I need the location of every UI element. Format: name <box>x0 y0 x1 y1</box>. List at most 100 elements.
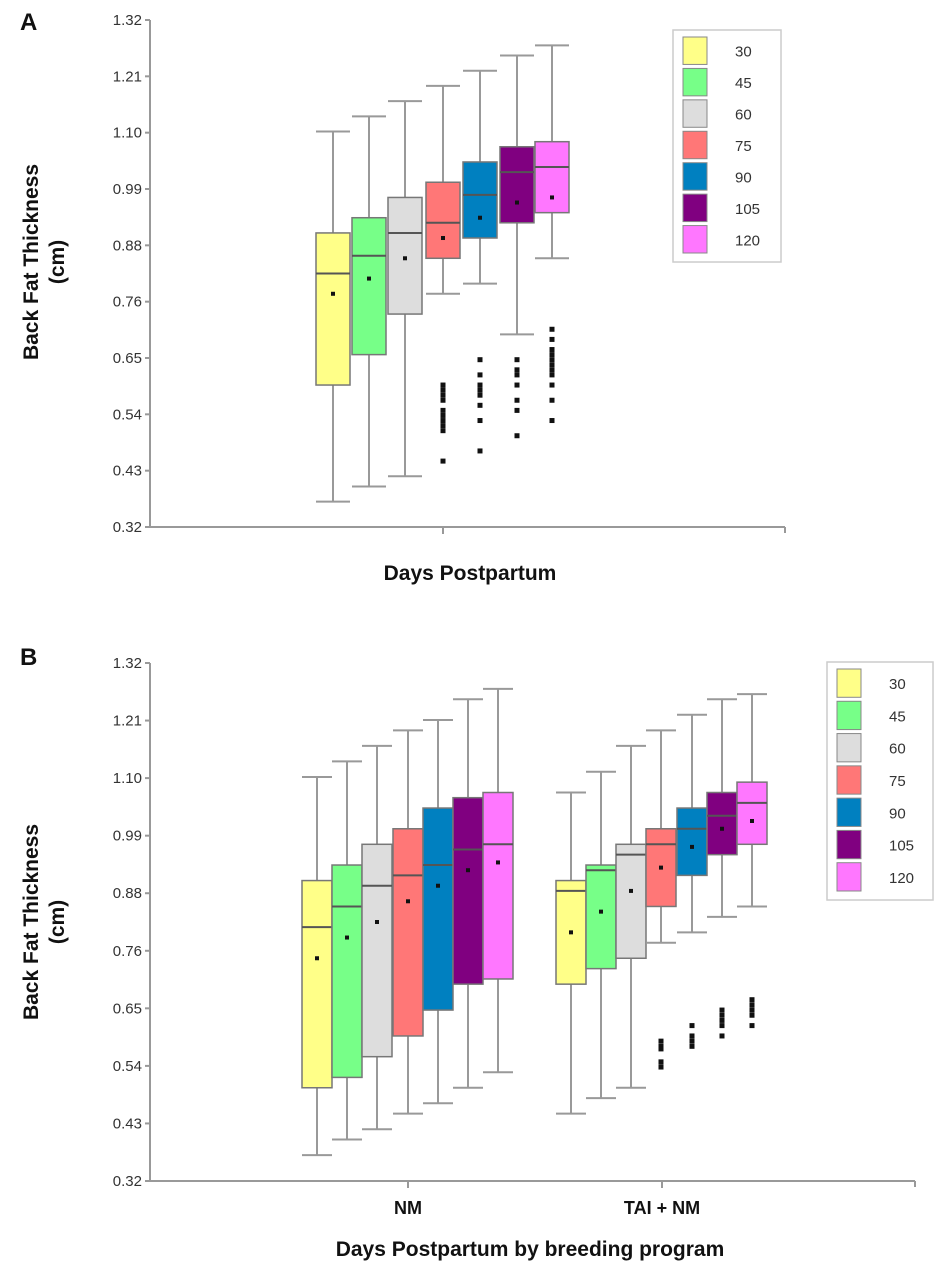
box-45 <box>331 760 363 1141</box>
x-axis-label: Days Postpartum by breeding program <box>336 1238 725 1261</box>
y-tick-label: 0.99 <box>113 828 142 845</box>
y-tick-label: 1.10 <box>113 770 142 787</box>
legend-label: 90 <box>735 169 752 186</box>
box-30 <box>301 775 333 1157</box>
outlier-point <box>658 1046 664 1052</box>
box-iqr <box>425 181 461 260</box>
box-60 <box>361 744 393 1131</box>
y-tick-label: 0.32 <box>113 1173 142 1190</box>
outlier-point <box>658 1064 664 1070</box>
outlier-point <box>749 1007 755 1013</box>
outlier-point <box>440 407 446 413</box>
y-tick-label: 1.10 <box>113 125 142 142</box>
legend-label: 120 <box>889 870 914 887</box>
box-120 <box>736 693 768 1029</box>
legend-label: 60 <box>735 107 752 124</box>
legend-swatch-45 <box>682 67 708 97</box>
mean-marker <box>406 899 410 904</box>
outlier-point <box>549 326 555 332</box>
mean-marker <box>496 860 500 865</box>
outlier-point <box>549 418 555 424</box>
box-45 <box>585 770 617 1100</box>
outlier-point <box>658 1038 664 1044</box>
box-90 <box>676 713 708 1049</box>
y-tick-label: 0.43 <box>113 463 142 480</box>
outlier-point <box>514 397 520 403</box>
legend-label: 60 <box>889 741 906 758</box>
outlier-point <box>749 1012 755 1018</box>
box-60 <box>387 100 423 478</box>
box-iqr <box>452 796 484 985</box>
mean-marker <box>375 920 379 924</box>
box-iqr <box>736 781 768 846</box>
outlier-point <box>477 392 483 398</box>
mean-marker <box>441 236 445 241</box>
box-45 <box>351 115 387 488</box>
mean-marker <box>629 888 633 893</box>
mean-marker <box>690 844 694 849</box>
outlier-point <box>689 1023 695 1029</box>
box-iqr <box>676 807 708 877</box>
mean-marker <box>331 291 335 296</box>
outlier-point <box>549 336 555 342</box>
box-iqr <box>585 864 617 970</box>
mean-marker <box>403 256 407 261</box>
box-120 <box>482 687 514 1074</box>
outlier-point <box>549 357 555 363</box>
y-tick-label: 0.65 <box>113 1000 142 1017</box>
y-tick-label: 0.88 <box>113 237 142 254</box>
y-tick-label: 0.76 <box>113 943 142 960</box>
outlier-point <box>477 357 483 363</box>
outlier-point <box>514 372 520 378</box>
y-axis-label-line: Back Fat Thickness <box>20 164 43 360</box>
mean-marker <box>550 195 554 200</box>
legend-swatch-60 <box>836 733 862 763</box>
y-tick-label: 0.54 <box>113 406 142 423</box>
outlier-point <box>719 1012 725 1018</box>
outlier-point <box>749 997 755 1003</box>
y-axis-label-line: (cm) <box>46 240 69 284</box>
y-tick-label: 0.32 <box>113 519 142 536</box>
box-iqr <box>706 791 738 856</box>
box-iqr <box>499 146 535 224</box>
mean-marker <box>466 868 470 873</box>
y-axis-label-line: (cm) <box>46 900 69 944</box>
box-iqr <box>534 140 570 214</box>
outlier-point <box>719 1033 725 1039</box>
box-iqr <box>315 232 351 386</box>
box-iqr <box>615 843 647 960</box>
outlier-point <box>440 382 446 388</box>
box-75 <box>392 729 424 1115</box>
x-tick-label: NM <box>394 1198 422 1218</box>
box-105 <box>499 54 535 439</box>
mean-marker <box>478 215 482 220</box>
outlier-point <box>477 372 483 378</box>
legend: 30 45 60 75 90 105 120 <box>672 29 782 263</box>
outlier-point <box>477 402 483 408</box>
y-tick-label: 1.21 <box>113 713 142 730</box>
outlier-point <box>440 418 446 424</box>
outlier-point <box>658 1043 664 1049</box>
y-tick-label: 1.32 <box>113 655 142 672</box>
mean-marker <box>569 930 573 935</box>
outlier-point <box>514 433 520 439</box>
box-105 <box>706 698 738 1039</box>
legend-label: 105 <box>889 838 914 855</box>
legend: 30 45 60 75 90 105 120 <box>826 661 934 901</box>
outlier-point <box>477 387 483 393</box>
legend-label: 105 <box>735 201 760 218</box>
box-iqr <box>392 828 424 1037</box>
y-axis-label: Back Fat Thickness (cm) <box>20 824 69 1020</box>
mean-marker <box>659 865 663 870</box>
outlier-point <box>477 448 483 454</box>
y-tick-label: 0.54 <box>113 1058 142 1075</box>
x-tick-label: TAI + NM <box>624 1198 700 1218</box>
outlier-point <box>477 382 483 388</box>
box-75 <box>425 84 461 464</box>
box-iqr <box>387 196 423 315</box>
legend-label: 30 <box>889 676 906 693</box>
y-axis-label: Back Fat Thickness (cm) <box>20 164 69 360</box>
legend-label: 90 <box>889 805 906 822</box>
panel-b: B Back Fat Thickness (cm) 0.32 0.43 0.54 0.65 0… <box>20 644 934 1261</box>
